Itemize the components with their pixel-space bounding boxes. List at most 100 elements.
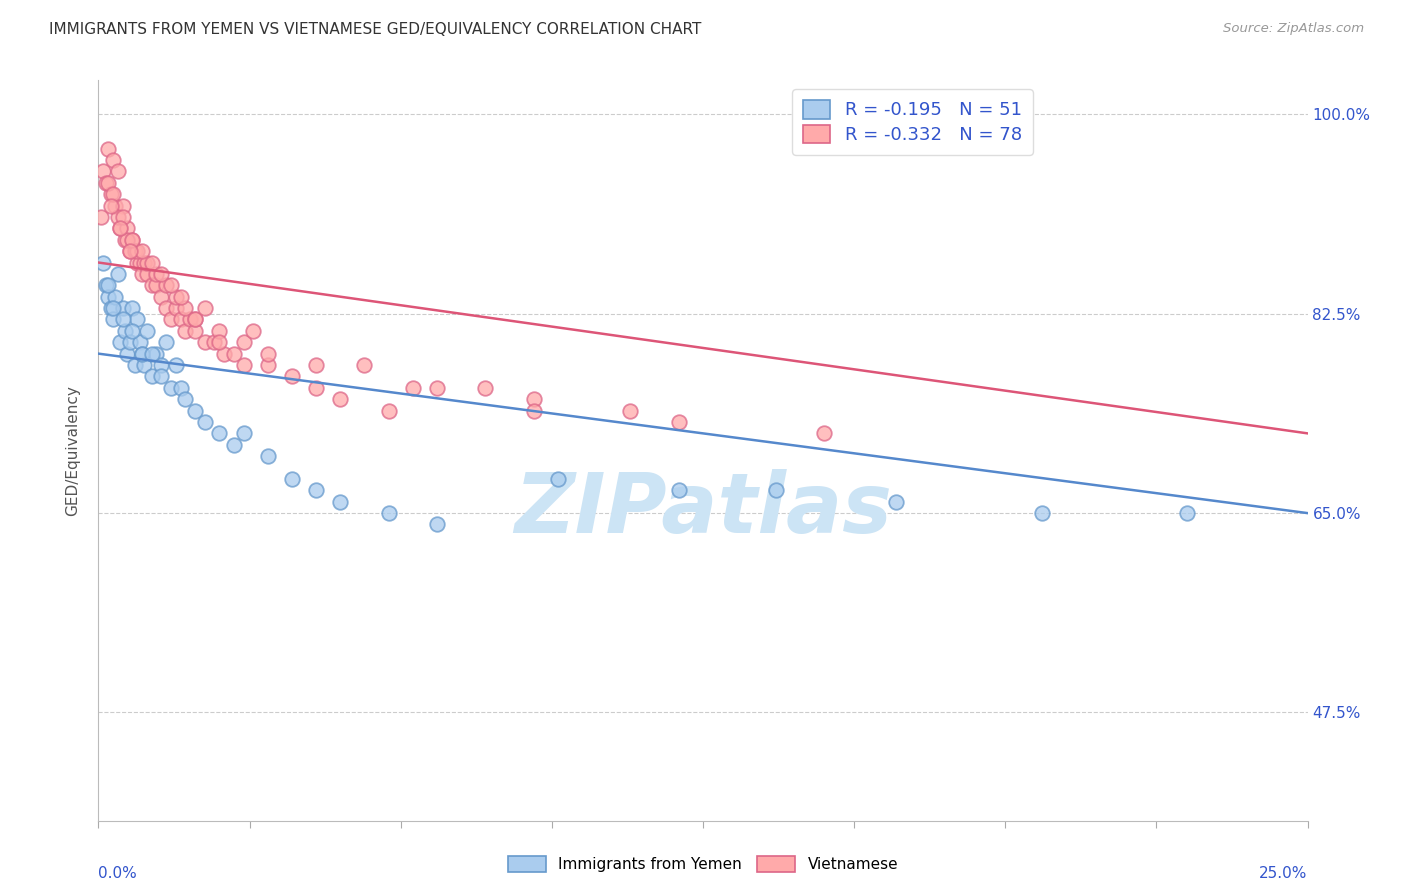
Point <box>353 358 375 372</box>
Point <box>150 358 173 372</box>
Text: 25.0%: 25.0% <box>1260 866 1308 881</box>
Point <box>174 301 197 315</box>
Text: Source: ZipAtlas.com: Source: ZipAtlas.com <box>1223 22 1364 36</box>
Point <box>222 346 245 360</box>
Point <box>377 506 399 520</box>
Point <box>100 198 122 212</box>
Point <box>145 278 167 293</box>
Point <box>426 517 449 532</box>
Point <box>111 301 134 315</box>
Point <box>169 312 191 326</box>
Point <box>134 358 156 372</box>
Point <box>94 176 117 190</box>
Point <box>256 346 278 360</box>
Point <box>97 290 120 304</box>
Point <box>101 187 124 202</box>
Point <box>121 233 143 247</box>
Point <box>114 233 136 247</box>
Point <box>91 255 114 269</box>
Point <box>523 403 546 417</box>
Point <box>329 392 352 407</box>
Point <box>108 221 131 235</box>
Point <box>426 381 449 395</box>
Point <box>97 278 120 293</box>
Point <box>131 346 153 360</box>
Point <box>94 278 117 293</box>
Point <box>101 301 124 315</box>
Point <box>165 290 187 304</box>
Point <box>124 244 146 259</box>
Point <box>101 312 124 326</box>
Point <box>145 346 167 360</box>
Point <box>135 255 157 269</box>
Point <box>305 381 328 395</box>
Point <box>232 335 254 350</box>
Point <box>111 198 134 212</box>
Point <box>1031 506 1053 520</box>
Point <box>90 210 112 224</box>
Point <box>141 346 163 360</box>
Point <box>118 244 141 259</box>
Text: 0.0%: 0.0% <box>98 866 138 881</box>
Point <box>174 392 197 407</box>
Point <box>765 483 787 498</box>
Point <box>101 153 124 167</box>
Point <box>131 267 153 281</box>
Point <box>104 198 127 212</box>
Text: IMMIGRANTS FROM YEMEN VS VIETNAMESE GED/EQUIVALENCY CORRELATION CHART: IMMIGRANTS FROM YEMEN VS VIETNAMESE GED/… <box>49 22 702 37</box>
Point <box>141 369 163 384</box>
Point <box>100 301 122 315</box>
Point <box>179 312 201 326</box>
Point <box>131 346 153 360</box>
Point <box>232 426 254 441</box>
Point <box>100 187 122 202</box>
Point <box>117 346 139 360</box>
Point <box>619 403 641 417</box>
Point <box>256 358 278 372</box>
Point <box>281 472 304 486</box>
Point <box>141 255 163 269</box>
Point <box>813 426 835 441</box>
Point <box>155 301 177 315</box>
Point <box>128 255 150 269</box>
Point <box>127 244 149 259</box>
Point <box>204 335 226 350</box>
Point <box>474 381 496 395</box>
Point <box>134 255 156 269</box>
Point <box>281 369 304 384</box>
Point <box>329 494 352 508</box>
Point <box>107 210 129 224</box>
Y-axis label: GED/Equivalency: GED/Equivalency <box>65 385 80 516</box>
Point <box>256 449 278 463</box>
Point <box>194 335 217 350</box>
Point <box>155 335 177 350</box>
Point <box>169 381 191 395</box>
Point <box>169 290 191 304</box>
Point <box>107 267 129 281</box>
Point <box>114 324 136 338</box>
Point <box>108 335 131 350</box>
Point <box>135 324 157 338</box>
Point <box>128 335 150 350</box>
Point <box>208 324 231 338</box>
Point <box>121 301 143 315</box>
Point <box>160 278 183 293</box>
Point <box>111 210 134 224</box>
Point <box>111 312 134 326</box>
Point <box>184 324 207 338</box>
Point <box>117 221 139 235</box>
Point <box>160 312 183 326</box>
Point <box>127 312 149 326</box>
Point <box>208 426 231 441</box>
Point <box>194 415 217 429</box>
Point <box>107 164 129 178</box>
Point <box>118 335 141 350</box>
Point <box>97 142 120 156</box>
Point <box>208 335 231 350</box>
Legend: R = -0.195   N = 51, R = -0.332   N = 78: R = -0.195 N = 51, R = -0.332 N = 78 <box>792 89 1032 155</box>
Point <box>150 290 173 304</box>
Point <box>886 494 908 508</box>
Point <box>127 255 149 269</box>
Point <box>1175 506 1198 520</box>
Point <box>135 267 157 281</box>
